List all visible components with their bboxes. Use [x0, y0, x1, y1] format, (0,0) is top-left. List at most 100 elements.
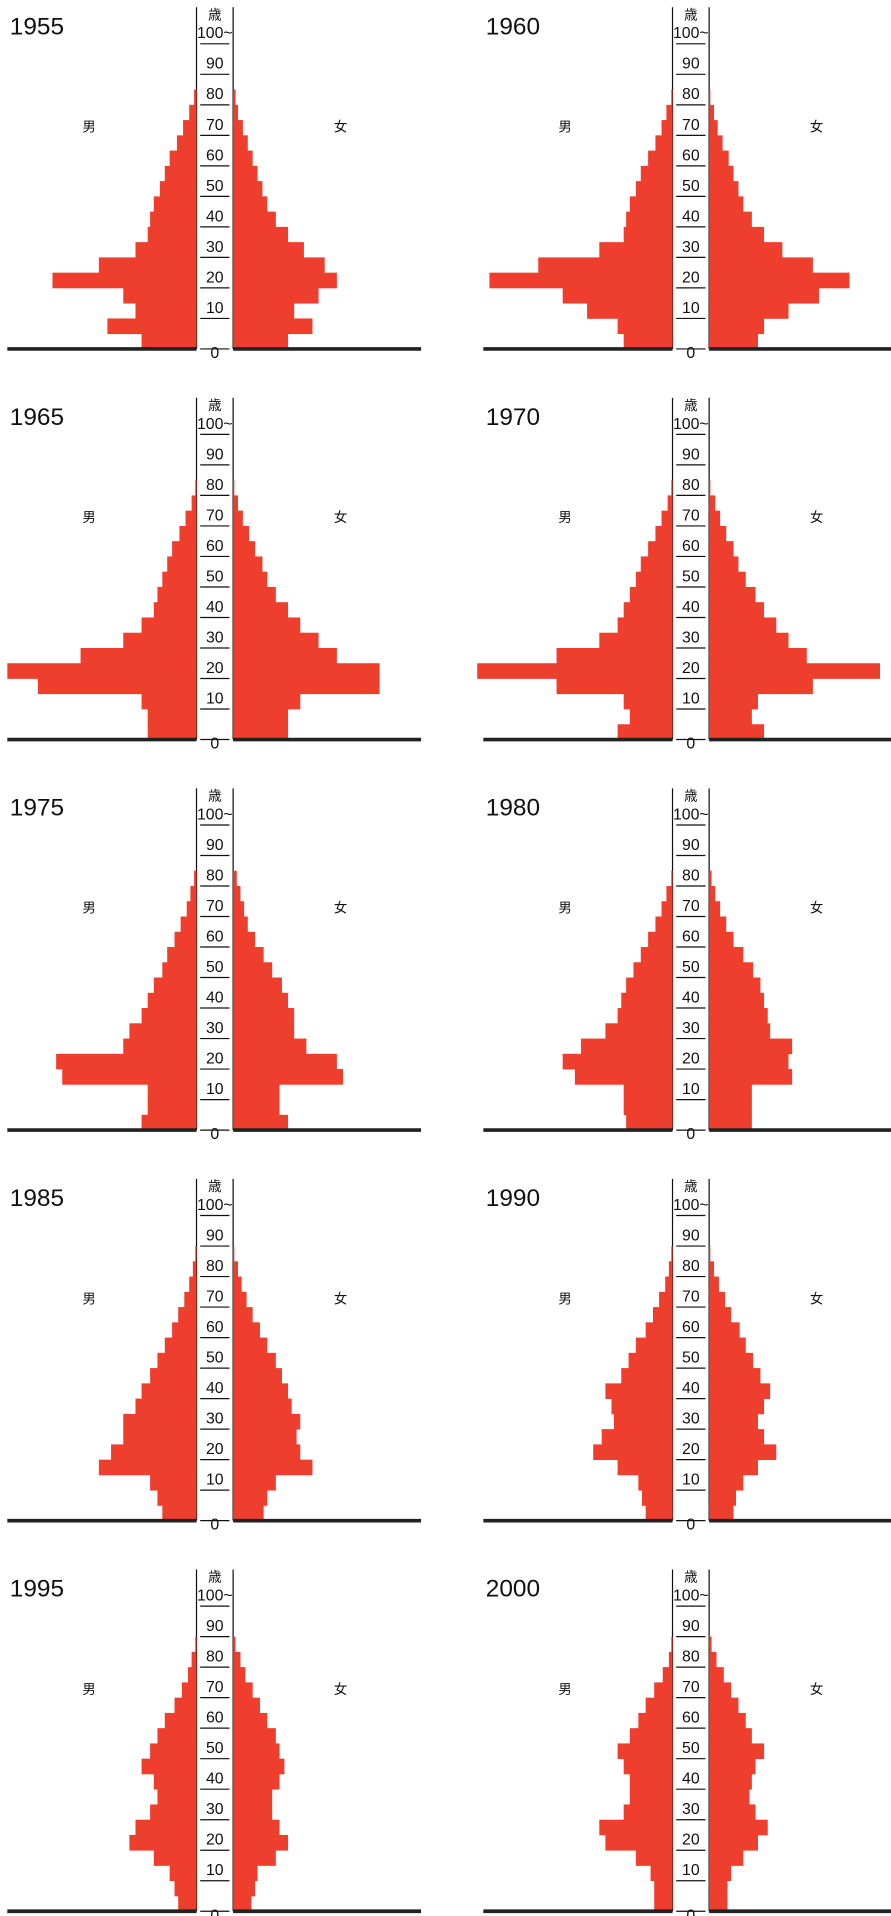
y-tick-label: 30 [682, 1020, 700, 1037]
bar [233, 1773, 280, 1790]
bar [709, 931, 734, 948]
bar [709, 165, 734, 182]
axis-unit: 歳 [208, 398, 221, 413]
bar [655, 525, 673, 542]
bar [709, 211, 752, 228]
bar [233, 709, 289, 725]
bar [233, 1008, 295, 1024]
bar [98, 257, 197, 274]
bar [709, 1276, 719, 1293]
bar [709, 1398, 765, 1415]
bar [709, 196, 744, 213]
bar [633, 962, 673, 978]
bar [709, 287, 819, 304]
legend-label: 男 [82, 120, 95, 135]
bar [233, 525, 249, 542]
y-tick-label: 0 [686, 1517, 695, 1534]
bar [709, 1246, 711, 1262]
bar [141, 1758, 197, 1775]
bar [233, 1276, 242, 1293]
y-tick-label: 10 [682, 1862, 700, 1879]
y-tick-label: 0 [210, 345, 219, 362]
bar [172, 1322, 197, 1338]
bar [169, 1865, 197, 1882]
bar [640, 165, 673, 182]
bar [233, 196, 268, 213]
bar [233, 1804, 273, 1821]
bar [709, 647, 807, 664]
bar [233, 1368, 282, 1384]
bar [709, 1352, 754, 1369]
axis-unit: 歳 [208, 1179, 221, 1194]
bar [135, 1398, 197, 1415]
bar [233, 89, 236, 106]
bar [123, 287, 197, 304]
bar [709, 495, 716, 512]
bar [617, 318, 673, 335]
legend-label: 女 [334, 1681, 347, 1697]
bar [648, 541, 673, 557]
bar [157, 1728, 197, 1744]
bar [233, 602, 289, 618]
axis-unit: 歳 [208, 788, 221, 803]
y-tick-label: 40 [206, 1771, 224, 1788]
y-tick-label: 60 [682, 538, 700, 555]
y-tick-label: 90 [206, 446, 224, 463]
legend-label: 男 [558, 901, 571, 916]
bar [623, 1099, 673, 1116]
legend-label: 女 [810, 119, 823, 135]
bar [233, 1697, 260, 1714]
bar [233, 318, 313, 335]
bar [621, 1368, 673, 1384]
bar [709, 120, 718, 136]
bar [233, 1246, 235, 1262]
bar [709, 525, 727, 542]
bar [635, 1850, 673, 1866]
bar [709, 1114, 752, 1131]
bar [62, 1069, 197, 1085]
bar [233, 1114, 289, 1131]
bar [709, 1322, 740, 1338]
y-tick-label: 60 [206, 1710, 224, 1727]
bar [147, 1084, 197, 1100]
bar [709, 1261, 715, 1277]
bar [605, 1383, 673, 1399]
bar [654, 1895, 673, 1912]
y-tick-label: 20 [206, 1832, 224, 1849]
bar [709, 1865, 732, 1882]
bar [233, 1651, 241, 1668]
bar [665, 1276, 673, 1293]
axis-unit: 歳 [684, 788, 697, 803]
y-tick-label: 90 [682, 446, 700, 463]
y-tick-label: 10 [682, 690, 700, 707]
bar [233, 1636, 236, 1653]
bar [147, 1099, 197, 1116]
bar [233, 120, 243, 136]
bar [233, 1383, 289, 1399]
bar [709, 1636, 712, 1653]
bar [645, 1697, 673, 1714]
bar [709, 1880, 728, 1897]
bar [638, 1712, 673, 1729]
bar [709, 571, 746, 588]
bar [233, 1413, 301, 1430]
y-tick-label: 100~ [197, 416, 233, 433]
bar [709, 1444, 777, 1461]
chart-title: 1960 [486, 13, 540, 40]
bar [233, 1099, 280, 1116]
bar [671, 89, 673, 106]
bar [233, 1834, 289, 1851]
bar [601, 1429, 673, 1445]
bar [123, 1429, 197, 1445]
y-tick-label: 60 [206, 928, 224, 945]
bar [671, 480, 673, 496]
bar [233, 1712, 268, 1729]
chart-title: 1995 [10, 1576, 64, 1603]
bar [709, 977, 761, 994]
bar [153, 1773, 197, 1790]
bar [233, 287, 319, 304]
bar [233, 1667, 246, 1683]
bar [477, 663, 673, 679]
y-tick-label: 20 [206, 1441, 224, 1458]
bar [640, 556, 673, 573]
